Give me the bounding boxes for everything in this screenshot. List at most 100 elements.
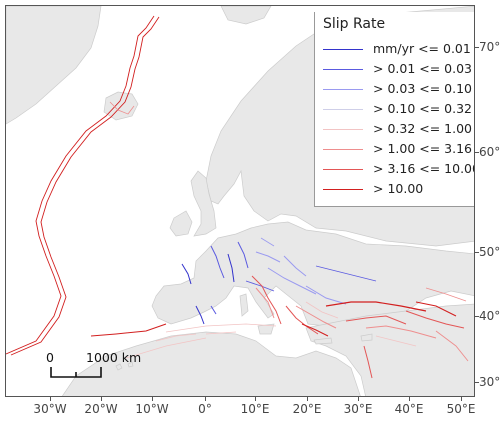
legend-item: > 10.00 — [323, 180, 474, 200]
longitude-label: 10°W — [135, 402, 169, 416]
scale-bar-end-label: 1000 km — [86, 350, 142, 365]
fault-line — [205, 331, 237, 335]
latitude-label: 40°N — [479, 309, 500, 323]
svalbard-landmass — [220, 6, 272, 25]
fault-line — [260, 237, 275, 247]
legend-item: > 3.16 <= 10.00 — [323, 160, 475, 180]
sardinia-landmass — [239, 293, 249, 317]
latitude-tick — [475, 316, 479, 317]
longitude-label: 0° — [198, 402, 212, 416]
legend-swatch — [323, 69, 363, 71]
fault-line — [425, 287, 467, 302]
legend-swatch — [323, 89, 363, 91]
fault-line — [325, 301, 427, 312]
longitude-tick — [358, 397, 359, 401]
longitude-tick — [307, 397, 308, 401]
great-britain-landmass — [190, 170, 217, 237]
cyprus-landmass — [360, 333, 373, 342]
latitude-tick — [475, 152, 479, 153]
fault-line — [181, 263, 192, 285]
longitude-tick — [152, 397, 153, 401]
fault-line — [255, 251, 281, 263]
fault-line — [375, 335, 417, 347]
legend-label: > 0.32 <= 1.00 — [373, 121, 473, 136]
fault-line — [365, 325, 437, 339]
fault-line — [109, 101, 135, 115]
legend-swatch — [323, 109, 363, 111]
fault-line — [245, 280, 275, 292]
longitude-label: 20°E — [292, 402, 322, 416]
legend-label: > 3.16 <= 10.00 — [373, 161, 475, 176]
latitude-tick — [475, 47, 479, 48]
legend-title: Slip Rate — [323, 16, 386, 32]
longitude-tick — [409, 397, 410, 401]
legend-label: > 0.10 <= 0.32 — [373, 101, 473, 116]
fault-line — [227, 253, 235, 283]
fault-line — [315, 265, 377, 282]
fault-line — [210, 305, 217, 315]
fault-line — [405, 310, 465, 329]
fault-line — [90, 323, 167, 337]
fault-line — [285, 305, 319, 335]
legend-label: mm/yr <= 0.01 — [373, 41, 471, 56]
legend-label: > 10.00 — [373, 181, 424, 196]
legend-item: mm/yr <= 0.01 — [323, 40, 474, 60]
legend-box: Slip Rate mm/yr <= 0.01 > 0.01 <= 0.03 > 0… — [314, 12, 475, 207]
longitude-label: 40°E — [394, 402, 424, 416]
ireland-landmass — [169, 210, 193, 237]
legend-swatch — [323, 129, 363, 131]
scale-bar-start-label: 0 — [46, 350, 54, 365]
fault-line — [295, 305, 337, 329]
fault-line — [435, 330, 469, 362]
legend-item: > 0.03 <= 0.10 — [323, 80, 474, 100]
longitude-tick — [461, 397, 462, 401]
longitude-tick — [255, 397, 256, 401]
fault-line — [155, 333, 197, 342]
fault-line — [301, 323, 329, 337]
legend-label: > 0.03 <= 0.10 — [373, 81, 473, 96]
north-africa-landmass — [61, 331, 361, 396]
longitude-label: 50°E — [446, 402, 476, 416]
legend-item: > 0.10 <= 0.32 — [323, 100, 474, 120]
fault-lines — [6, 15, 469, 379]
fault-line — [267, 267, 317, 295]
fault-line — [10, 16, 160, 356]
longitude-tick — [50, 397, 51, 401]
fault-line — [125, 337, 207, 359]
fault-line — [195, 305, 205, 325]
longitude-label: 30°W — [33, 402, 67, 416]
longitude-label: 30°E — [343, 402, 373, 416]
longitude-tick — [101, 397, 102, 401]
fault-line — [283, 255, 307, 277]
legend-label: > 1.00 <= 3.16 — [373, 141, 473, 156]
fault-line — [251, 275, 282, 325]
longitude-label: 20°W — [84, 402, 118, 416]
latitude-label: 70°N — [479, 40, 500, 54]
fault-line — [237, 241, 249, 269]
sicily-landmass — [257, 323, 275, 335]
legend-label: > 0.01 <= 0.03 — [373, 61, 473, 76]
legend-item: > 0.32 <= 1.00 — [323, 120, 474, 140]
legend-swatch — [323, 49, 363, 51]
map-frame: Slip Rate mm/yr <= 0.01 > 0.01 <= 0.03 > 0… — [5, 5, 475, 397]
crete-landmass — [313, 337, 333, 345]
fault-line — [415, 301, 457, 317]
fault-line — [255, 287, 275, 319]
scale-bar-graphic — [50, 367, 102, 378]
fault-line — [363, 345, 373, 379]
anatolia-middle-east-landmass — [305, 303, 474, 396]
latitude-tick — [475, 382, 479, 383]
canary-islands-landmass — [115, 361, 134, 371]
scale-bar: 0 1000 km — [46, 350, 141, 380]
latitude-label: 60°N — [479, 145, 500, 159]
fault-line — [210, 245, 225, 279]
greenland-landmass — [6, 6, 102, 125]
legend-item: > 0.01 <= 0.03 — [323, 60, 474, 80]
longitude-tick — [205, 397, 206, 401]
longitude-label: 10°E — [240, 402, 270, 416]
legend-swatch — [323, 169, 363, 171]
latitude-label: 50°N — [479, 245, 500, 259]
legend-swatch — [323, 149, 363, 151]
fault-line — [165, 323, 277, 333]
legend-swatch — [323, 189, 363, 191]
